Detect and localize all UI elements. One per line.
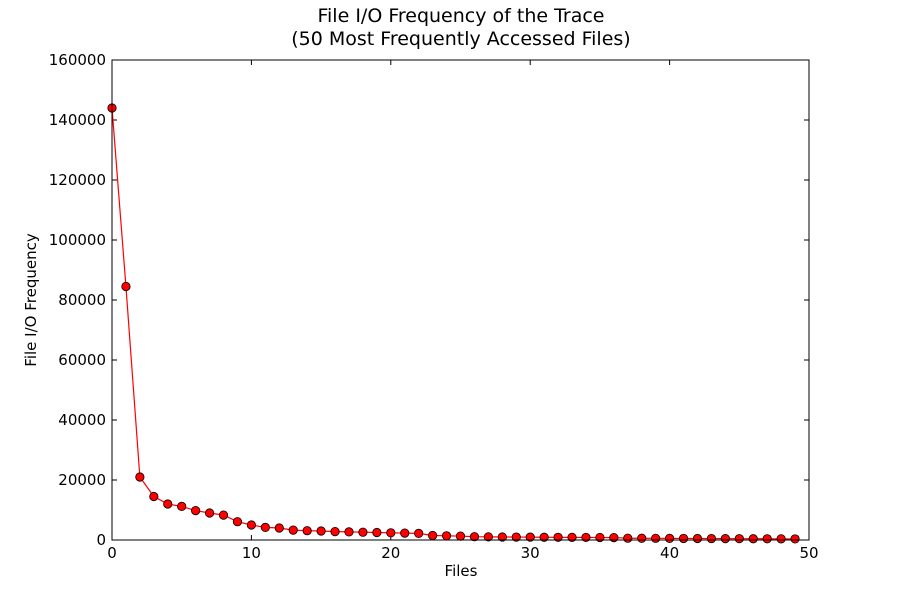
y-tick-label: 80000 — [58, 291, 106, 309]
data-point — [218, 510, 229, 520]
data-point — [274, 523, 284, 533]
data-point — [121, 281, 131, 292]
data-point — [776, 534, 786, 544]
series-layer — [111, 107, 796, 540]
data-point — [204, 508, 215, 518]
plot-frame — [111, 59, 810, 541]
ticks-layer: 0 10 20 30 40 50 0 20000 40000 60000 80000 100000 12… — [49, 51, 819, 562]
data-point — [567, 532, 577, 542]
data-point — [260, 522, 270, 533]
x-tick-label: 30 — [521, 544, 540, 562]
data-point — [302, 526, 312, 536]
data-point — [386, 528, 396, 538]
data-point — [469, 532, 480, 542]
data-point — [330, 526, 340, 537]
y-tick-label: 60000 — [58, 351, 106, 369]
data-point — [483, 532, 493, 542]
data-point — [790, 534, 800, 544]
data-point — [497, 532, 507, 542]
y-tick-label: 140000 — [49, 111, 106, 129]
data-point — [678, 533, 689, 544]
data-point — [246, 520, 256, 530]
data-point — [414, 528, 424, 539]
data-point — [651, 533, 661, 543]
x-tick-label: 40 — [660, 544, 679, 562]
y-tick-label: 40000 — [58, 411, 106, 429]
data-point — [191, 505, 201, 516]
y-tick-label: 120000 — [49, 171, 106, 189]
data-point — [358, 527, 368, 537]
y-tick-label: 20000 — [58, 471, 106, 489]
y-axis-label: File I/O Frequency — [22, 233, 40, 367]
data-point — [149, 491, 159, 502]
x-tick-label: 20 — [381, 544, 400, 562]
data-point — [525, 532, 535, 542]
data-point — [344, 527, 354, 537]
x-tick-label: 50 — [799, 544, 818, 562]
data-point — [692, 533, 703, 544]
data-point — [455, 531, 466, 541]
data-point — [372, 527, 382, 538]
y-tick-label: 160000 — [49, 51, 106, 69]
data-point — [637, 533, 647, 543]
data-point — [734, 534, 744, 544]
data-point — [441, 531, 452, 541]
data-point — [720, 534, 730, 544]
data-point — [609, 532, 619, 543]
data-point — [428, 530, 438, 541]
x-tick-label: 10 — [242, 544, 261, 562]
x-tick-label: 0 — [107, 544, 117, 562]
data-point — [177, 501, 187, 511]
data-point — [664, 533, 675, 543]
data-point — [288, 525, 298, 535]
series-line — [111, 107, 796, 540]
y-tick-label: 100000 — [49, 231, 106, 249]
data-point — [623, 533, 633, 543]
data-point — [511, 532, 521, 542]
data-point — [135, 472, 145, 482]
data-point — [316, 526, 326, 536]
y-tick-label: 0 — [96, 531, 106, 549]
data-point — [232, 517, 243, 527]
markers-layer — [107, 103, 800, 544]
data-point — [553, 532, 563, 542]
data-point — [762, 534, 772, 544]
chart-title-line-2: (50 Most Frequently Accessed Files) — [291, 28, 630, 50]
data-point — [748, 534, 758, 544]
chart-title-line-1: File I/O Frequency of the Trace — [317, 5, 604, 27]
data-point — [163, 499, 173, 509]
data-point — [539, 532, 549, 542]
data-point — [706, 533, 717, 544]
data-point — [400, 528, 410, 538]
x-axis-label: Files — [445, 562, 478, 580]
